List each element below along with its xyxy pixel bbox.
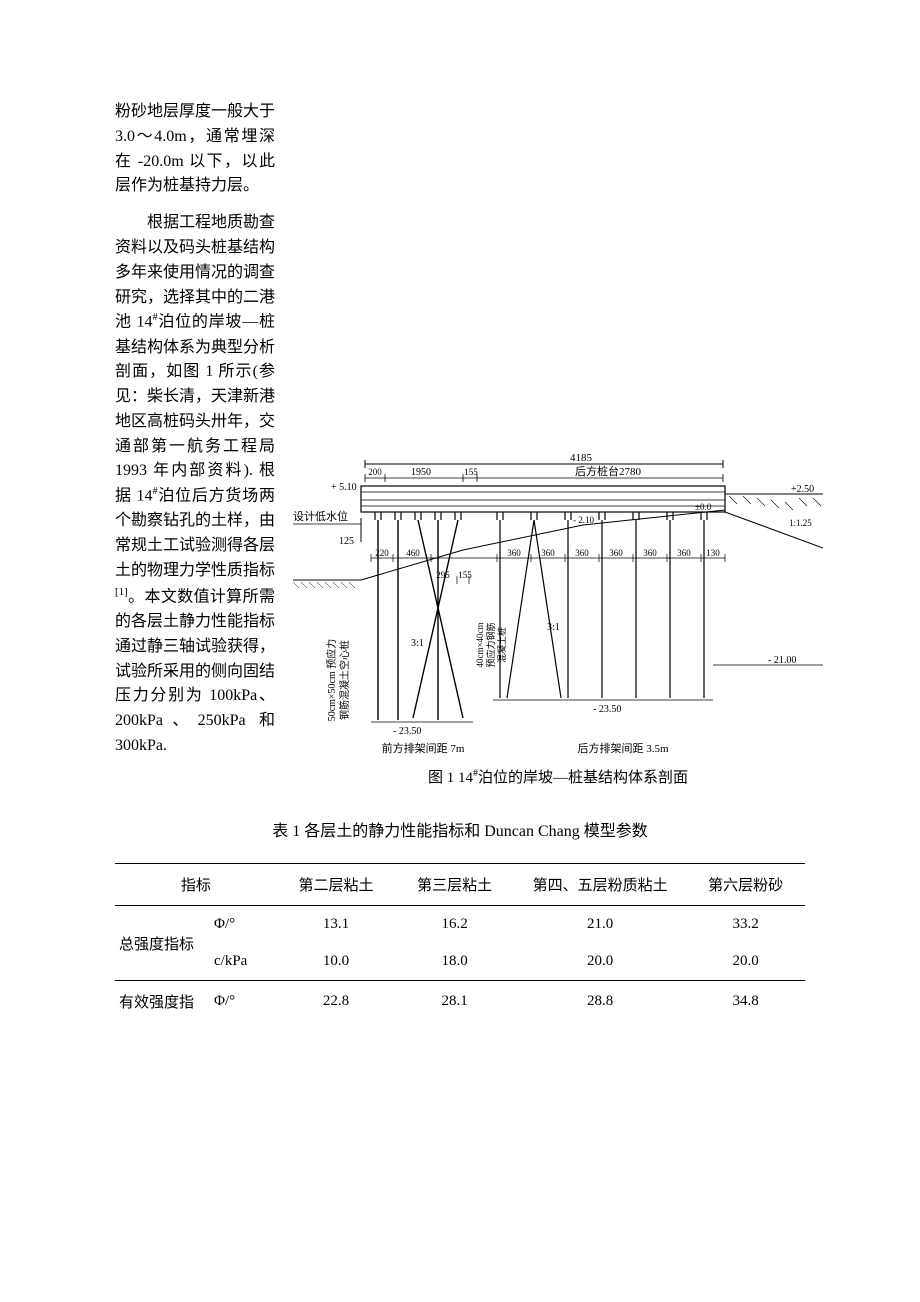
cell: 21.0	[514, 906, 686, 944]
cell: 20.0	[686, 943, 805, 981]
design-low-water: 设计低水位	[293, 509, 348, 523]
dim-155: 155	[464, 467, 478, 477]
row-total-strength: 总强度指标	[115, 906, 212, 981]
figure-1: 4185 200 1950 155 后方桩台2780 + 5.10	[293, 450, 823, 787]
pile-left-label-2: 钢筋混凝土空心桩	[338, 640, 351, 720]
dim-125: 125	[339, 536, 354, 547]
dim-4185: 4185	[570, 452, 593, 464]
cell: 10.0	[277, 943, 396, 981]
pile-mid-label-2: 预应力钢筋	[485, 622, 496, 667]
pile-left-label-1: 50cm×50cm 预应力	[325, 639, 338, 722]
ratio-31a: 3:1	[411, 638, 424, 649]
dim-360-2: 360	[541, 548, 555, 558]
fig-cap-before: 图 1 14	[428, 770, 473, 786]
rear-platform-label: 后方桩台2780	[575, 464, 641, 478]
dim-460: 460	[406, 548, 420, 558]
elev-plus250: +2.50	[791, 484, 814, 495]
dim-130: 130	[706, 548, 720, 558]
figure-1-caption: 图 1 14#泊位的岸坡—桩基结构体系剖面	[293, 766, 823, 787]
paragraph-1: 粉砂地层厚度一般大于 3.0～4.0m，通常埋深在 -20.0m 以下，以此层作…	[115, 100, 275, 199]
reference-1: [1]	[115, 586, 128, 598]
figure-column: 4185 200 1950 155 后方桩台2780 + 5.10	[293, 100, 823, 787]
cell: 28.1	[395, 981, 514, 1023]
elev-plus510: + 5.10	[331, 482, 357, 493]
ratio-31b: 3:1	[547, 622, 560, 633]
dim-360-4: 360	[609, 548, 623, 558]
cross-section-diagram: 4185 200 1950 155 后方桩台2780 + 5.10	[293, 450, 823, 760]
pile-mid-label-1: 40cm×40cm	[475, 622, 485, 667]
slope-1-125: 1:1.25	[789, 518, 812, 528]
elev-minus2100: - 21.00	[768, 655, 796, 666]
cell: 28.8	[514, 981, 686, 1023]
dim-360-3: 360	[575, 548, 589, 558]
dim-200: 200	[368, 467, 382, 477]
elev-minus210: - 2.10	[573, 515, 594, 525]
elev-pm00: ±0.0	[695, 502, 712, 512]
th-indicator: 指标	[115, 864, 277, 906]
dim-360-5: 360	[643, 548, 657, 558]
cell: 33.2	[686, 906, 805, 944]
sub-phi2: Φ/°	[212, 981, 277, 1023]
cell: 34.8	[686, 981, 805, 1023]
pile-mid-label-3: 混凝土桩	[496, 627, 507, 663]
table-1-title: 表 1 各层土的静力性能指标和 Duncan Chang 模型参数	[115, 817, 805, 841]
body-text-column: 粉砂地层厚度一般大于 3.0～4.0m，通常埋深在 -20.0m 以下，以此层作…	[115, 100, 275, 771]
paragraph-2: 根据工程地质勘查资料以及码头桩基结构多年来使用情况的调查研究，选择其中的二港池 …	[115, 211, 275, 759]
cell: 18.0	[395, 943, 514, 981]
th-layer45: 第四、五层粉质粘土	[514, 864, 686, 906]
sub-c: c/kPa	[212, 943, 277, 981]
dim-360-6: 360	[677, 548, 691, 558]
dim-360-1: 360	[507, 548, 521, 558]
th-layer2: 第二层粘土	[277, 864, 396, 906]
table-1: 指标 第二层粘土 第三层粘土 第四、五层粉质粘土 第六层粉砂 总强度指标 Φ/°…	[115, 863, 805, 1022]
th-layer6: 第六层粉砂	[686, 864, 805, 906]
row-effective-strength: 有效强度指	[115, 981, 212, 1023]
dim-155b: 155	[458, 570, 472, 580]
cell: 16.2	[395, 906, 514, 944]
th-layer3: 第三层粘土	[395, 864, 514, 906]
p2-seg2: 泊位的岸坡—桩基结构体系为典型分析剖面，如图 1 所示(参见：柴长清，天津新港地…	[115, 314, 275, 505]
cell: 20.0	[514, 943, 686, 981]
front-spacing: 前方排架间距 7m	[382, 741, 465, 755]
elev-minus2350a: - 23.50	[393, 726, 421, 737]
p2-seg4: 。本文数值计算所需的各层土静力性能指标通过静三轴试验获得，试验所采用的侧向固结压…	[115, 588, 275, 754]
dim-1950: 1950	[411, 467, 431, 478]
cell: 13.1	[277, 906, 396, 944]
cell: 22.8	[277, 981, 396, 1023]
elev-minus2350b: - 23.50	[593, 704, 621, 715]
fig-cap-after: 泊位的岸坡—桩基结构体系剖面	[478, 770, 688, 786]
rear-spacing: 后方排架间距 3.5m	[577, 741, 668, 755]
sub-phi: Φ/°	[212, 906, 277, 944]
